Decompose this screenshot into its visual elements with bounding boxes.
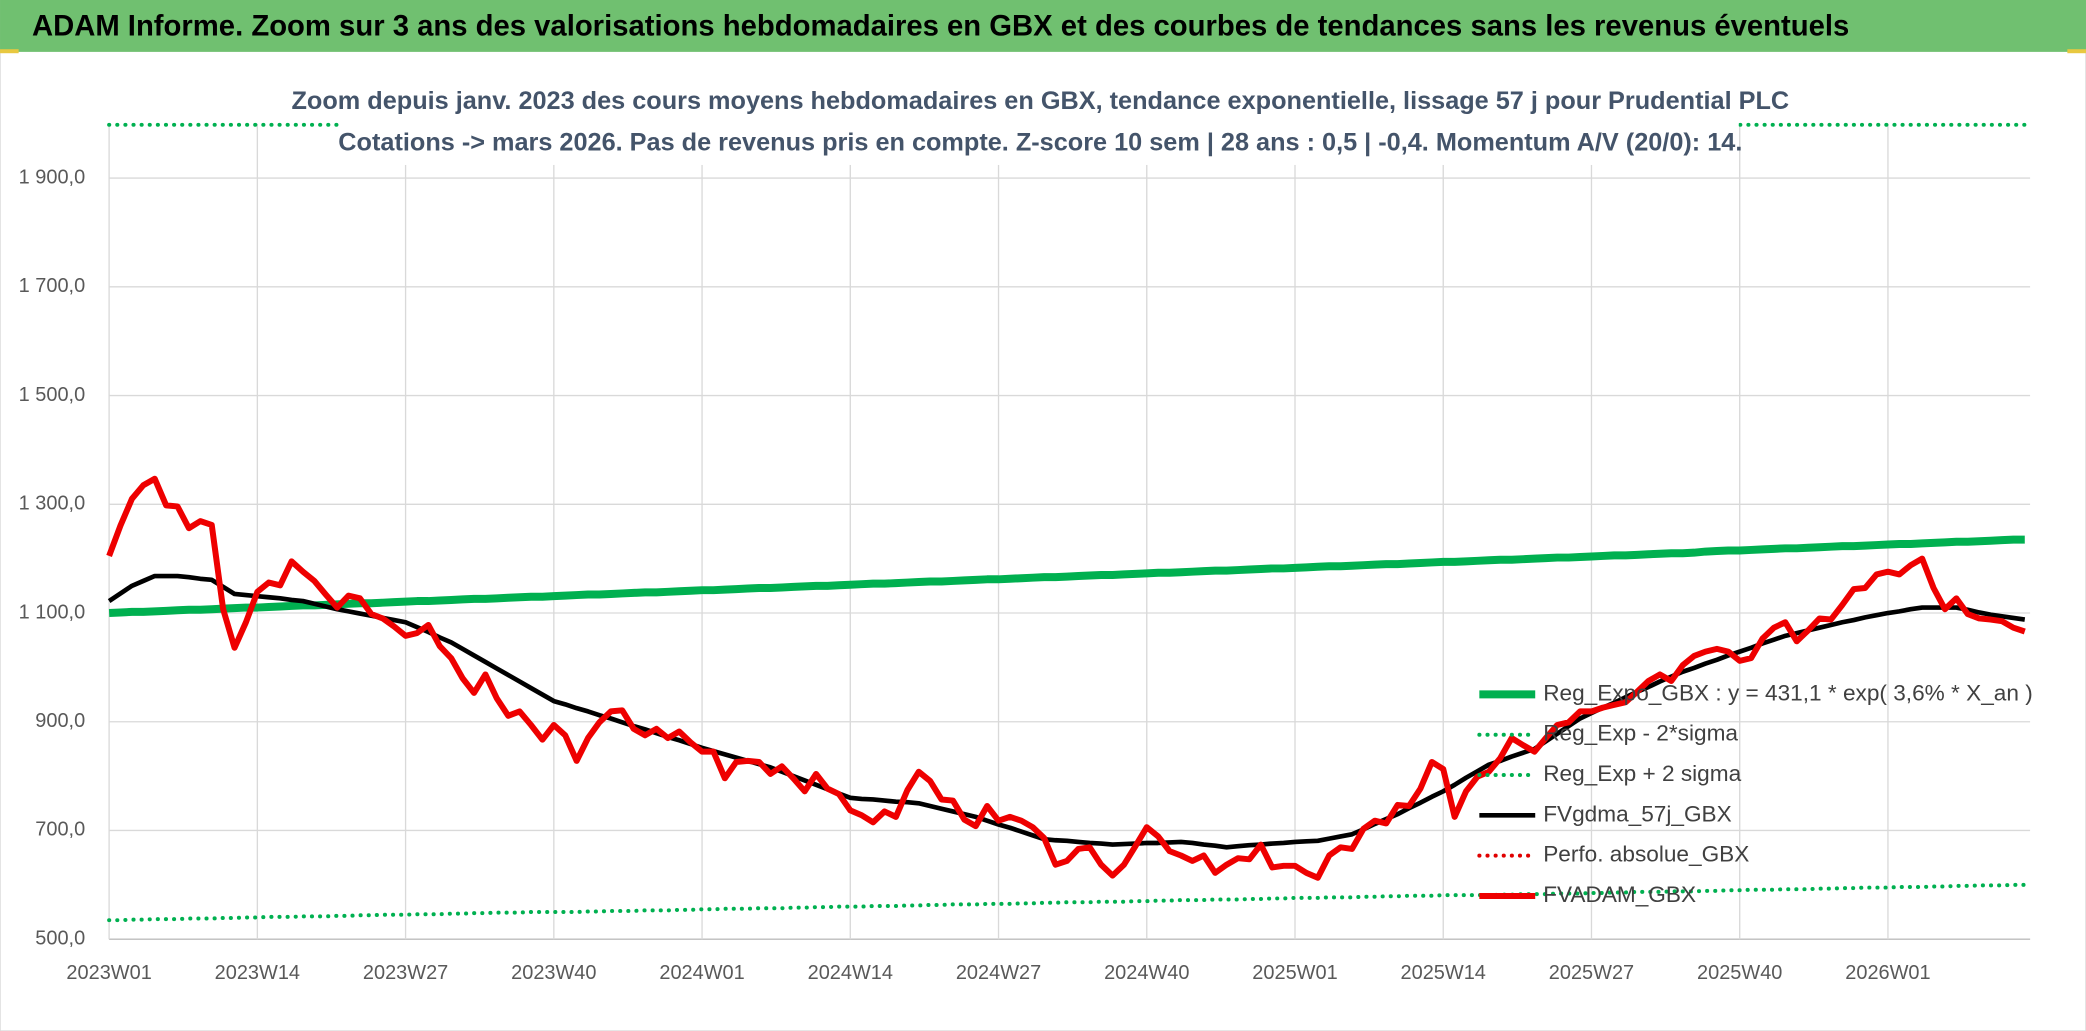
legend-label: FVADAM_GBX [1543,882,1696,907]
series-line [106,475,2026,881]
x-tick-label: 2025W27 [1549,962,1634,984]
chart-title: ADAM Informe. Zoom sur 3 ans des valoris… [32,11,1849,43]
series-lines [106,475,2027,923]
legend-label: Reg_Exp - 2*sigma [1543,721,1738,746]
legend-label: Perfo. absolue_GBX [1543,842,1749,867]
y-tick-label: 1 700,0 [19,275,86,297]
x-tick-label: 2025W14 [1401,962,1486,984]
series-line [107,573,2026,850]
x-tick-label: 2023W14 [215,962,300,984]
subtitle-background [339,82,1739,165]
x-tick-label: 2024W27 [956,962,1041,984]
title-bar-accent [2067,49,2086,54]
x-tick-label: 2026W01 [1845,962,1930,984]
x-tick-label: 2023W40 [511,962,596,984]
title-bar [0,0,2086,52]
y-tick-label: 1 500,0 [19,384,86,406]
legend-label: Reg_Exp + 2 sigma [1543,761,1741,786]
y-tick-label: 1 100,0 [19,601,86,623]
y-tick-label: 1 900,0 [19,166,86,188]
y-tick-label: 900,0 [35,710,85,732]
y-tick-label: 700,0 [35,819,85,841]
chart-subtitle: Zoom depuis janv. 2023 des cours moyens … [292,87,1790,115]
series-line [107,882,2027,923]
x-tick-label: 2023W01 [66,962,151,984]
x-tick-label: 2025W40 [1697,962,1782,984]
legend: Reg_Expo_GBX : y = 431,1 * exp( 3,6% * X… [1477,680,2033,907]
series-line [108,535,2025,617]
chart-subtitle: Cotations -> mars 2026. Pas de revenus p… [338,128,1742,156]
x-tick-label: 2023W27 [363,962,448,984]
y-tick-label: 500,0 [35,927,85,949]
x-tick-label: 2025W01 [1252,962,1337,984]
y-tick-label: 1 300,0 [19,493,86,515]
grid: 500,0 700,0 900,0 1 100,0 1 300,0 1 500,0 1 70… [19,123,2031,984]
x-tick-label: 2024W14 [808,962,893,984]
x-tick-label: 2024W01 [659,962,744,984]
legend-label: Reg_Expo_GBX : y = 431,1 * exp( 3,6% * X… [1543,680,2033,705]
legend-label: FVgdma_57j_GBX [1543,801,1732,826]
title-bar-accent [0,49,19,54]
x-tick-label: 2024W40 [1104,962,1189,984]
